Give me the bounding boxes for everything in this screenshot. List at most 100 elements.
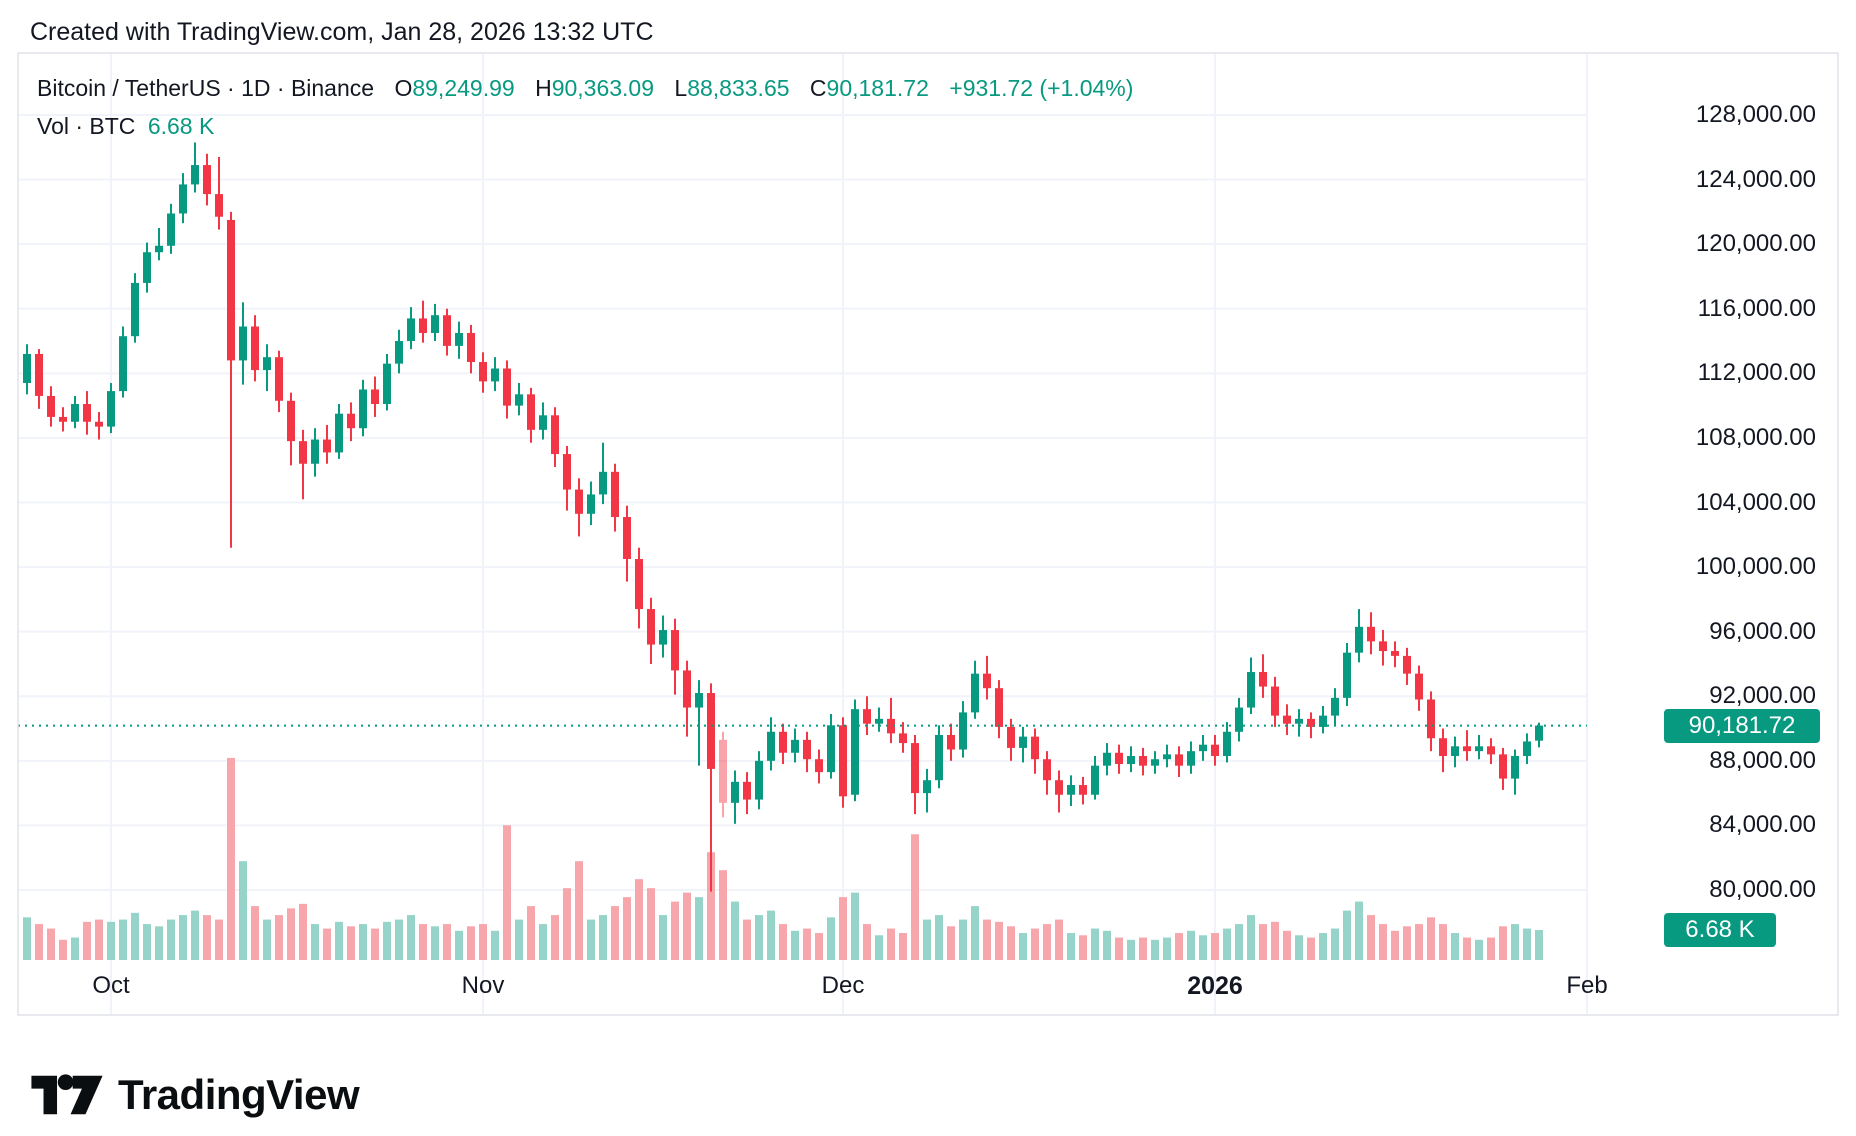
volume-bar [1343, 910, 1351, 960]
volume-bar [23, 917, 31, 960]
open-value: 89,249.99 [412, 75, 515, 101]
candle [1187, 741, 1195, 774]
volume-bar [743, 919, 751, 960]
volume-bar [791, 930, 799, 960]
candle [35, 349, 43, 409]
price-tick-label: 80,000.00 [1709, 876, 1816, 903]
candle [575, 478, 583, 537]
volume-bar [47, 928, 55, 960]
volume-bar [1055, 919, 1063, 960]
volume-bar [1511, 924, 1519, 960]
volume-bar [731, 901, 739, 960]
candle [383, 353, 391, 411]
volume-bar [1223, 928, 1231, 960]
price-tick-label: 84,000.00 [1709, 811, 1816, 839]
candle [791, 728, 799, 763]
volume-bar [1439, 924, 1447, 960]
time-tick-label: Nov [461, 972, 505, 999]
volume-bar [803, 928, 811, 960]
candle [1319, 705, 1327, 734]
volume-bar [779, 924, 787, 960]
candle [1211, 735, 1219, 766]
volume-bar [215, 919, 223, 960]
volume-bar [1031, 928, 1039, 960]
low-value: 88,833.65 [687, 75, 790, 101]
volume-bar [575, 861, 583, 960]
candle [467, 324, 475, 374]
volume-bar [419, 924, 427, 960]
candle [1079, 776, 1087, 805]
candle [995, 680, 1003, 739]
open-label: O [394, 75, 413, 101]
volume-bar [875, 935, 883, 960]
price-tick-label: 116,000.00 [1697, 294, 1816, 322]
volume-bar [947, 926, 955, 960]
tradingview-logo: TradingView [30, 1066, 360, 1124]
volume-bar [1043, 924, 1051, 960]
volume-bar [1259, 924, 1267, 960]
candle [1475, 735, 1483, 760]
volume-bar [923, 919, 931, 960]
volume-bar [1151, 939, 1159, 960]
volume-bar [443, 924, 451, 960]
volume-bar [551, 915, 559, 960]
volume-bar [1091, 928, 1099, 960]
candle [479, 352, 487, 393]
volume-bar [1211, 933, 1219, 960]
volume-bar [959, 919, 967, 960]
volume-bar [815, 933, 823, 960]
volume-bar [1403, 926, 1411, 960]
candle [1451, 736, 1459, 768]
candle [599, 442, 607, 505]
price-tick-label: 128,000.00 [1695, 101, 1816, 128]
candle [1067, 775, 1075, 807]
volume-bar [1499, 926, 1507, 960]
candle [59, 407, 67, 432]
volume-label: Vol · BTC [37, 113, 136, 139]
candle [815, 749, 823, 784]
candle [167, 203, 175, 254]
volume-bar [563, 888, 571, 960]
volume-bar [1187, 930, 1195, 960]
candle [191, 142, 199, 193]
price-tick-label: 104,000.00 [1695, 488, 1816, 516]
volume-bar [1271, 921, 1279, 960]
volume-bar [587, 919, 595, 960]
price-tick-label: 88,000.00 [1709, 746, 1816, 774]
candle [455, 321, 463, 359]
candle [335, 404, 343, 459]
volume-bar [1487, 937, 1495, 960]
candle [827, 714, 835, 779]
volume-bar [323, 928, 331, 960]
candle [395, 329, 403, 374]
candle [779, 723, 787, 765]
price-tick-label: 96,000.00 [1709, 617, 1816, 645]
candle [587, 481, 595, 526]
price-tick-label: 112,000.00 [1697, 359, 1816, 387]
candle [947, 723, 955, 761]
volume-bar [1319, 933, 1327, 960]
candle [1007, 718, 1015, 761]
candle [899, 722, 907, 753]
candle [647, 597, 655, 664]
candle [731, 770, 739, 824]
candle [299, 429, 307, 500]
candle [491, 357, 499, 392]
time-tick-label: Oct [92, 972, 130, 999]
candle [1283, 704, 1291, 735]
volume-bar [191, 910, 199, 960]
candle [695, 680, 703, 766]
candle [131, 273, 139, 343]
high-value: 90,363.09 [551, 75, 655, 101]
volume-bar [995, 921, 1003, 960]
volume-bar [683, 892, 691, 960]
candle [23, 344, 31, 395]
candle [107, 383, 115, 434]
candle [935, 725, 943, 789]
volume-bar [1103, 930, 1111, 960]
candle [119, 326, 127, 398]
volume-bar [431, 926, 439, 960]
volume-bar [1475, 939, 1483, 960]
